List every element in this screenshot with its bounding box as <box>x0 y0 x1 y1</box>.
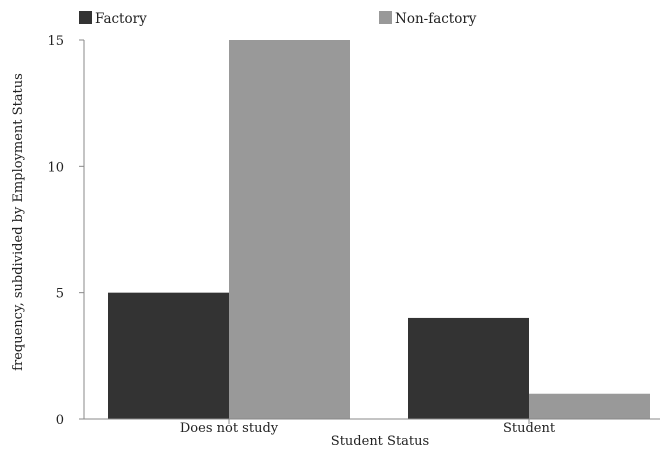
x-tick-label: Student <box>503 421 556 436</box>
legend-label-factory: Factory <box>95 11 147 27</box>
y-tick-label: 15 <box>47 34 64 49</box>
y-tick-label: 5 <box>56 287 64 302</box>
bar-non-factory-does-not-study <box>229 40 350 419</box>
bar-factory-student <box>408 317 529 419</box>
legend-label-non-factory: Non-factory <box>395 11 477 27</box>
x-tick-label: Does not study <box>180 421 279 436</box>
legend-swatch-non-factory <box>379 11 392 24</box>
y-axis-title: frequency, subdivided by Employment Stat… <box>11 73 26 371</box>
x-axis-title: Student Status <box>331 434 429 449</box>
bar-factory-does-not-study <box>108 292 229 419</box>
legend-swatch-factory <box>79 11 92 24</box>
y-axis-ticks: 0 5 10 15 <box>47 34 84 428</box>
bar-non-factory-student <box>529 393 650 419</box>
x-axis-ticks: Does not study Student <box>180 419 556 436</box>
bars <box>108 40 650 419</box>
y-tick-label: 10 <box>47 160 64 175</box>
y-tick-label: 0 <box>56 413 64 428</box>
legend: Factory Non-factory <box>79 11 477 27</box>
